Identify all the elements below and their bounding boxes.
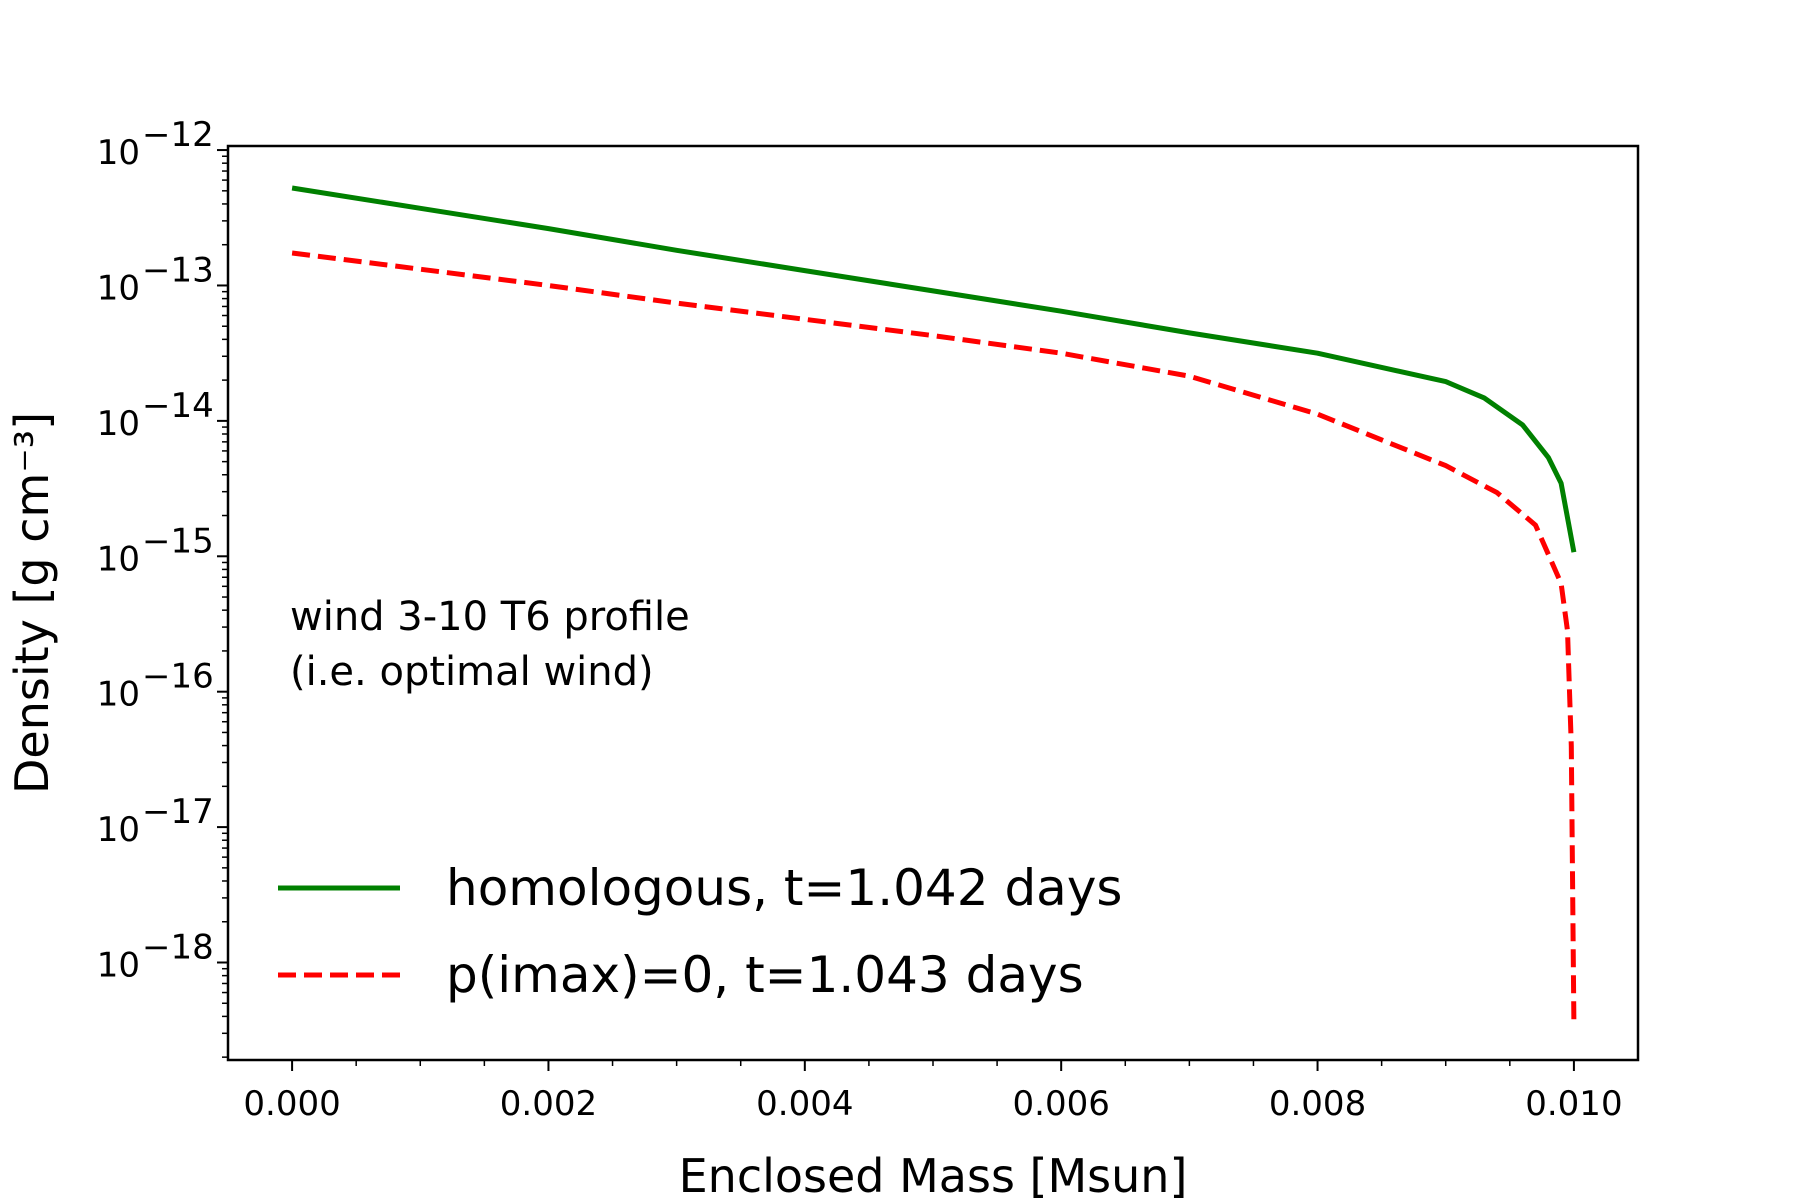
y-tick-label: 10 [97,810,140,850]
y-tick-label: 10 [97,133,140,173]
legend-label-homologous: homologous, t=1.042 days [446,859,1122,917]
y-axis-label: Density [g cm⁻³] [5,412,59,794]
x-tick-label: 0.006 [1013,1084,1110,1124]
x-tick-label: 0.000 [243,1084,340,1124]
y-tick-exponent: −17 [142,792,214,832]
x-tick-label: 0.002 [500,1084,597,1124]
x-axis-ticks: 0.000 0.002 0.004 0.006 0.008 0.010 [243,1060,1623,1124]
legend: homologous, t=1.042 days p(imax)=0, t=1.… [278,859,1122,1004]
y-tick-label: 10 [97,539,140,579]
y-tick-exponent: −16 [142,657,214,697]
y-tick-label: 10 [97,268,140,308]
legend-label-pimax: p(imax)=0, t=1.043 days [446,946,1084,1004]
y-tick-label: 10 [97,675,140,715]
plot-frame [226,144,1640,1062]
y-tick-label: 10 [97,404,140,444]
annotation-line-2: (i.e. optimal wind) [290,649,654,695]
y-tick-exponent: −18 [142,928,214,968]
annotation-line-1: wind 3-10 T6 profile [290,594,690,640]
series-line-pimax [291,250,1577,1024]
y-tick-exponent: −14 [142,386,214,426]
y-tick-exponent: −12 [142,115,214,155]
series-line-homologous [291,185,1577,553]
y-tick-label: 10 [97,946,140,986]
series-layer [291,185,1577,1024]
y-tick-exponent: −13 [142,250,214,290]
y-tick-exponent: −15 [142,521,214,561]
x-tick-label: 0.010 [1525,1084,1622,1124]
x-tick-label: 0.008 [1269,1084,1366,1124]
x-axis-label: Enclosed Mass [Msun] [679,1149,1188,1200]
x-tick-label: 0.004 [756,1084,853,1124]
